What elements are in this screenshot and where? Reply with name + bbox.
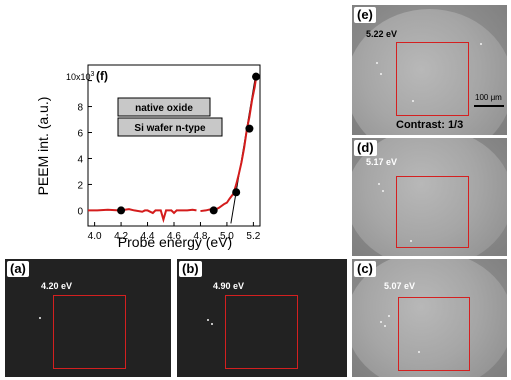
roi-rectangle [225,295,298,369]
speck [376,62,378,64]
speck [207,319,209,321]
data-marker [245,124,254,133]
roi-rectangle [396,176,469,248]
image-panel-d: (d) 5.17 eV [352,138,507,256]
speck [410,240,412,242]
energy-label-c: 5.07 eV [384,281,416,291]
panel-label-b: (b) [179,261,202,277]
speck [382,190,384,192]
speck [412,100,414,102]
data-marker [209,206,218,215]
contrast-label: Contrast: 1/3 [396,119,464,131]
y-multiplier: 10x103 [66,71,95,82]
roi-rectangle [396,42,469,116]
speck [384,325,386,327]
energy-label-b: 4.90 eV [213,281,245,291]
roi-rectangle [398,297,470,371]
peem-chart: 4.0 4.2 4.4 4.6 4.8 5.0 5.2 0 2 4 6 8 (f) 10x103 P… [35,64,261,250]
x-tick-label: 5.0 [220,231,234,242]
data-marker [232,188,241,197]
speck [480,43,482,45]
field-of-view [352,259,507,377]
speck [211,323,213,325]
y-axis-label: PEEM int. (a.u.) [35,97,51,196]
legend-box-1 [117,97,211,117]
legend-si-wafer: Si wafer n-type [134,123,206,134]
legend-box-2 [117,117,223,137]
panel-label-a: (a) [7,261,29,277]
energy-label-a: 4.20 eV [41,281,73,291]
data-marker [117,206,126,215]
scale-bar-label: 100 μm [475,93,502,102]
y-tick-label: 6 [77,129,83,140]
x-tick-label: 4.4 [141,231,155,242]
field-of-view [352,138,507,256]
roi-rectangle [53,295,126,369]
image-panel-b: (b) 4.90 eV [177,259,347,377]
y-tick-label: 2 [77,180,83,191]
scale-bar [474,105,504,107]
energy-label-e: 5.22 eV [366,29,398,39]
speck [388,315,390,317]
x-tick-label: 4.2 [114,231,128,242]
speck [380,321,382,323]
speck [380,73,382,75]
legend-native-oxide: native oxide [135,103,193,114]
x-tick-label: 4.6 [167,231,181,242]
x-axis-label: Probe energy (eV) [118,234,232,250]
image-panel-c: (c) 5.07 eV [352,259,507,377]
panel-label-c: (c) [354,261,376,277]
y-tick-label: 4 [77,154,83,165]
x-tick-label: 4.8 [194,231,208,242]
image-panel-e: (e) 5.22 eV 100 μm Contrast: 1/3 [352,5,507,135]
energy-label-d: 5.17 eV [366,157,398,167]
speck [418,351,420,353]
image-panel-a: (a) 4.20 eV [5,259,171,377]
y-tick-label: 8 [77,103,83,114]
x-tick-label: 4.0 [88,231,102,242]
plot-frame [87,64,261,227]
x-tick-label: 5.2 [246,231,260,242]
panel-label-e: (e) [354,7,376,23]
field-of-view [352,9,507,135]
y-tick-label: 0 [77,206,83,217]
panel-label-f: (f) [96,69,108,83]
speck [378,183,380,185]
data-marker [252,72,261,81]
speck [39,317,41,319]
panel-label-d: (d) [354,140,377,156]
